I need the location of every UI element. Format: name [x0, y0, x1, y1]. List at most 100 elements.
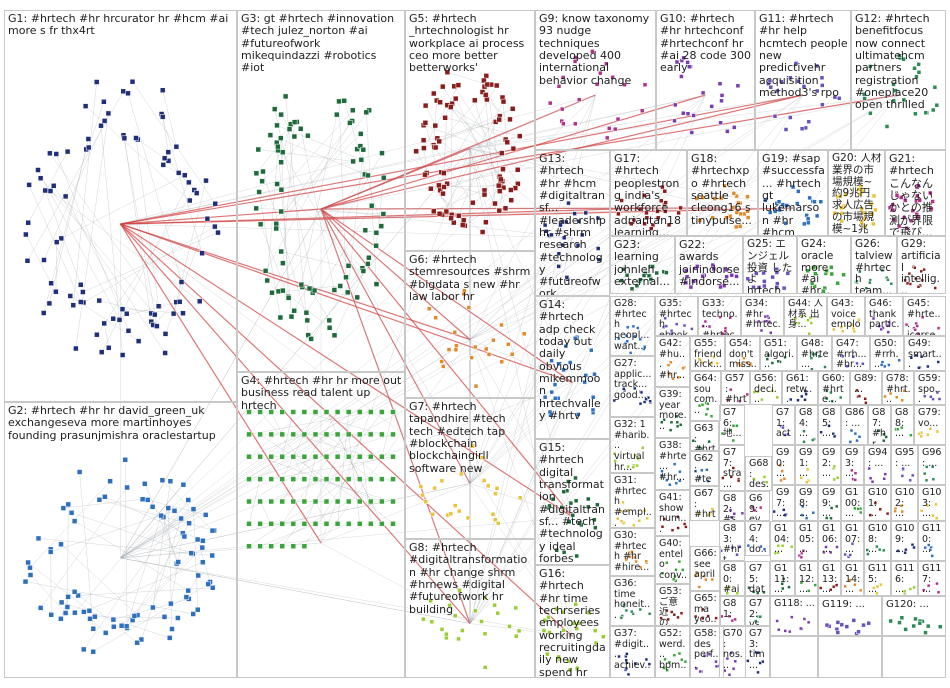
node — [381, 174, 387, 181]
edge — [152, 506, 185, 537]
node — [550, 496, 556, 502]
node — [650, 264, 655, 269]
node — [624, 608, 629, 613]
node — [344, 289, 351, 296]
node — [625, 652, 629, 656]
node — [271, 106, 278, 112]
node — [805, 268, 810, 274]
node — [357, 521, 363, 527]
edge — [67, 504, 69, 608]
group-cell-g46: G46: thank partic... — [865, 296, 903, 336]
edge — [499, 187, 504, 211]
node — [334, 453, 341, 460]
edge — [104, 496, 203, 541]
node — [714, 659, 718, 664]
group-label: G11: #hrtech #hr help hcmtech people new… — [759, 13, 848, 99]
node — [590, 395, 596, 400]
node — [422, 171, 428, 178]
node — [896, 223, 902, 229]
group-label: G119: ... — [822, 599, 865, 610]
node — [495, 610, 500, 616]
node — [58, 541, 64, 548]
node — [787, 585, 791, 589]
node — [278, 111, 284, 118]
node — [839, 218, 845, 224]
node — [890, 202, 895, 207]
group-cell-g116: G116: ... — [891, 561, 918, 596]
group-cell-g85: G85: ... — [818, 405, 841, 445]
node — [647, 662, 652, 666]
node — [543, 229, 549, 234]
node — [714, 664, 719, 669]
node — [556, 361, 561, 366]
node — [567, 667, 573, 673]
node — [482, 595, 487, 600]
node — [829, 588, 833, 592]
node — [246, 543, 252, 549]
node — [459, 222, 466, 228]
node — [636, 326, 640, 330]
node — [433, 315, 438, 320]
node — [80, 289, 86, 295]
node — [558, 222, 563, 228]
node — [279, 521, 285, 527]
node — [547, 503, 552, 509]
node — [729, 515, 734, 519]
group-label: G68: des... — [749, 459, 769, 491]
node — [717, 81, 723, 86]
node — [183, 594, 190, 600]
node — [64, 604, 71, 610]
group-label: G92: ... — [822, 448, 836, 480]
group-label: G8: #hrtech #digitaltransformation #hr c… — [409, 542, 528, 616]
node — [776, 199, 782, 204]
group-label: G107: ... — [845, 524, 861, 556]
node — [868, 201, 874, 207]
node — [612, 451, 617, 456]
node — [625, 325, 630, 330]
empty-cell — [770, 636, 818, 678]
node — [928, 190, 933, 196]
node — [448, 511, 454, 517]
inter-group-edge — [120, 557, 573, 637]
node — [486, 483, 491, 489]
node — [679, 611, 684, 615]
node — [938, 624, 943, 629]
group-cell-g2: G2: #hrtech #hr hr david_green_uk exchan… — [4, 402, 237, 678]
inter-group-edge — [119, 223, 322, 544]
node — [928, 427, 933, 431]
node — [500, 166, 506, 172]
node — [190, 611, 196, 617]
node — [72, 609, 78, 616]
edge — [162, 480, 213, 531]
edge — [163, 517, 177, 564]
node — [725, 587, 730, 591]
node — [706, 513, 711, 517]
node — [726, 398, 730, 402]
node — [718, 120, 723, 125]
node — [439, 627, 445, 632]
group-label: G74: do... — [749, 524, 767, 556]
node — [781, 285, 787, 291]
node — [800, 513, 805, 517]
node — [873, 207, 878, 213]
group-cell-g37: G37: #digit... achiev... — [610, 626, 655, 678]
node — [672, 653, 677, 657]
node — [255, 146, 262, 153]
node — [368, 409, 374, 415]
node — [923, 545, 927, 550]
group-cell-g97: G97: ... — [772, 485, 795, 521]
node — [780, 469, 784, 473]
node — [928, 548, 933, 552]
node — [870, 479, 875, 484]
node — [457, 587, 462, 593]
node — [492, 602, 497, 608]
inter-group-edge — [120, 207, 794, 559]
node — [368, 202, 375, 209]
node — [278, 135, 284, 141]
node — [673, 102, 678, 108]
node — [755, 389, 760, 394]
node — [893, 88, 898, 93]
node — [644, 210, 649, 216]
inter-group-edge — [469, 148, 794, 209]
group-label: G117: ... — [922, 564, 942, 596]
